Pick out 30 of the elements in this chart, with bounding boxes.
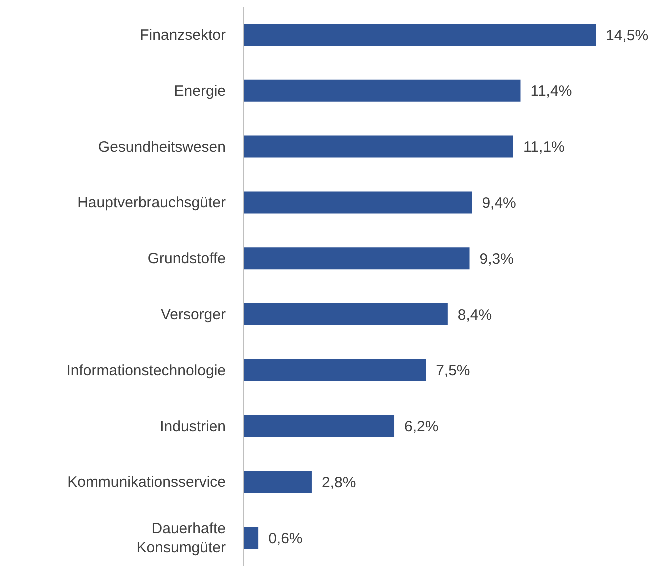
- y-tick-label: Finanzsektor: [140, 26, 226, 44]
- data-label: 9,4%: [482, 195, 516, 212]
- data-label: 11,4%: [530, 83, 572, 100]
- data-label: 8,4%: [458, 306, 492, 324]
- bar: [244, 80, 521, 102]
- data-label: 6,2%: [404, 418, 439, 436]
- bar: [244, 304, 448, 326]
- y-tick-label: Informationstechnologie: [66, 362, 226, 379]
- y-tick-label: Hauptverbrauchsgüter: [78, 194, 226, 212]
- y-tick-label: Grundstoffe: [148, 250, 226, 268]
- bar: [244, 248, 470, 270]
- bar: [244, 527, 259, 550]
- y-tick-label: Gesundheitswesen: [98, 138, 226, 156]
- bar: [244, 192, 472, 214]
- data-label: 9,3%: [480, 250, 514, 268]
- bar: [244, 359, 426, 382]
- y-tick-label: Dauerhafte Konsumgüter: [136, 520, 226, 556]
- data-label: 11,1%: [523, 139, 565, 156]
- data-label: 7,5%: [436, 362, 470, 380]
- bar: [244, 24, 596, 46]
- y-tick-label: Versorger: [160, 306, 226, 323]
- data-label: 2,8%: [322, 474, 356, 492]
- bar: [244, 471, 312, 494]
- bar: [244, 415, 395, 438]
- data-label: 0,6%: [268, 530, 303, 548]
- y-tick-label: Energie: [174, 82, 226, 100]
- y-tick-label: Industrien: [160, 418, 226, 435]
- data-label: 14,5%: [606, 27, 649, 44]
- bar: [244, 136, 514, 158]
- y-tick-label: Kommunikationsservice: [68, 474, 226, 491]
